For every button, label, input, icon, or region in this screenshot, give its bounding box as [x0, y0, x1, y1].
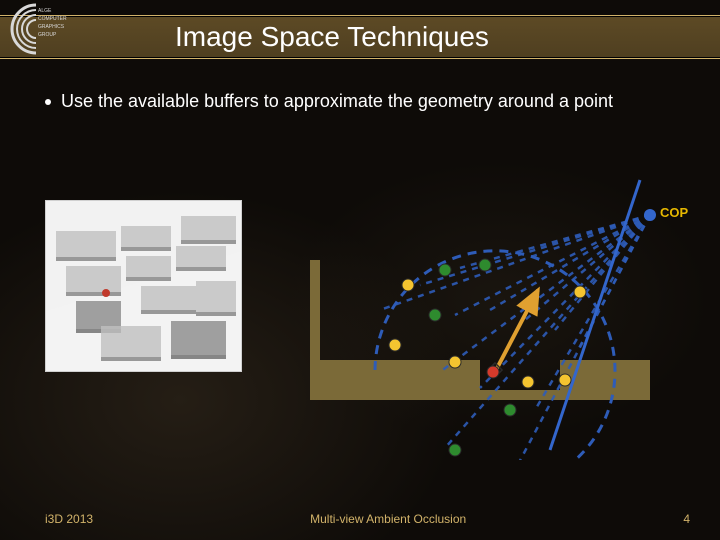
footer-venue: i3D 2013: [45, 512, 93, 526]
footer-page-number: 4: [683, 512, 690, 526]
svg-text:COMPUTER: COMPUTER: [38, 16, 67, 22]
svg-text:GROUP: GROUP: [38, 32, 57, 38]
slide-title: Image Space Techniques: [175, 21, 489, 53]
svg-text:GRAPHICS: GRAPHICS: [38, 24, 65, 30]
group-logo: ALGE COMPUTER GRAPHICS GROUP: [8, 2, 68, 56]
title-band: Image Space Techniques: [0, 15, 720, 59]
ambient-occlusion-thumbnail: [45, 200, 242, 372]
bullet-dot-icon: [45, 99, 51, 105]
svg-text:ALGE: ALGE: [38, 8, 52, 14]
slide-footer: i3D 2013 Multi-view Ambient Occlusion 4: [0, 512, 720, 526]
footer-title: Multi-view Ambient Occlusion: [93, 512, 683, 526]
geometry-diagram: [280, 150, 690, 460]
bullet-row: Use the available buffers to approximate…: [45, 90, 665, 113]
bullet-text: Use the available buffers to approximate…: [61, 90, 613, 113]
cop-label: COP: [660, 205, 688, 220]
